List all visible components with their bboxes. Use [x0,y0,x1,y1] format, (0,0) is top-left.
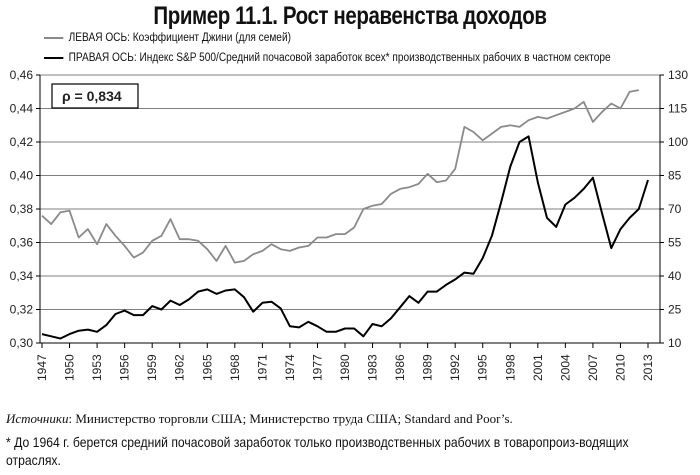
x-tick-label: 1947 [35,354,49,381]
legend-item-sp500: ПРАВАЯ ОСЬ: Индекс S&P 500/Средний почас… [44,52,611,64]
chart-title: Пример 11.1. Рост неравенства доходов [153,2,547,30]
right-tick-label: 40 [668,269,682,283]
source-text: : Министерство торговли США; Министерств… [68,411,513,426]
x-tick-label: 1968 [228,354,242,381]
right-tick-label: 100 [668,135,688,149]
x-tick-label: 1959 [145,354,159,381]
left-tick-label: 0,38 [10,202,34,216]
legend-label: ЛЕВАЯ ОСЬ: Коэффициент Джини (для семей) [68,32,291,44]
left-tick-label: 0,34 [10,269,34,283]
right-tick-label: 85 [668,169,682,183]
x-tick-label: 2013 [641,354,655,381]
x-tick-label: 1998 [503,354,517,381]
x-tick-label: 1983 [366,354,380,381]
x-tick-label: 1995 [476,354,490,381]
x-tick-label: 1971 [255,354,269,381]
right-tick-label: 10 [668,336,682,350]
right-tick-label: 55 [668,236,682,250]
x-tick-label: 2001 [531,354,545,381]
x-tick-label: 1953 [90,354,104,381]
x-tick-label: 2010 [613,354,627,381]
right-tick-label: 70 [668,202,682,216]
right-tick-label: 130 [668,68,688,82]
right-tick-label: 25 [668,303,682,317]
x-tick-label: 1956 [118,354,132,381]
left-tick-label: 0,32 [10,303,34,317]
correlation-label: ρ = 0,834 [62,88,122,104]
sp500-wage-line [41,135,649,340]
x-tick-label: 1980 [338,354,352,381]
legend-swatch [44,37,64,39]
correlation-box [51,83,139,109]
x-tick-label: 1974 [283,354,297,381]
gini-line [41,89,639,264]
left-tick-label: 0,36 [10,236,34,250]
legend-swatch [44,57,64,59]
footnote: * До 1964 г. берется средний почасовой з… [6,434,629,468]
right-tick-label: 115 [668,102,687,116]
x-tick-label: 2004 [558,354,572,381]
x-tick-label: 1992 [448,354,462,381]
x-tick-label: 1989 [421,354,435,381]
source-note: Источники: Министерство торговли США; Ми… [6,411,513,427]
left-tick-label: 0,42 [10,135,34,149]
left-tick-label: 0,40 [10,169,34,183]
x-tick-label: 1962 [173,354,187,381]
left-tick-label: 0,44 [10,102,34,116]
chart-area: 0,30 10 0,32 25 0,34 40 0,36 55 0,38 70 0,40 85 0,42… [10,68,689,381]
legend-label: ПРАВАЯ ОСЬ: Индекс S&P 500/Средний почас… [68,52,611,64]
x-tick-label: 1965 [200,354,214,381]
x-tick-label: 1950 [63,354,77,381]
left-tick-label: 0,30 [10,336,34,350]
x-tick-label: 1986 [393,354,407,381]
x-tick-label: 1977 [310,354,324,381]
legend-item-gini: ЛЕВАЯ ОСЬ: Коэффициент Джини (для семей) [44,32,291,44]
left-tick-label: 0,46 [10,68,34,82]
source-label: Источники [6,411,69,426]
x-tick-label: 2007 [586,354,600,381]
